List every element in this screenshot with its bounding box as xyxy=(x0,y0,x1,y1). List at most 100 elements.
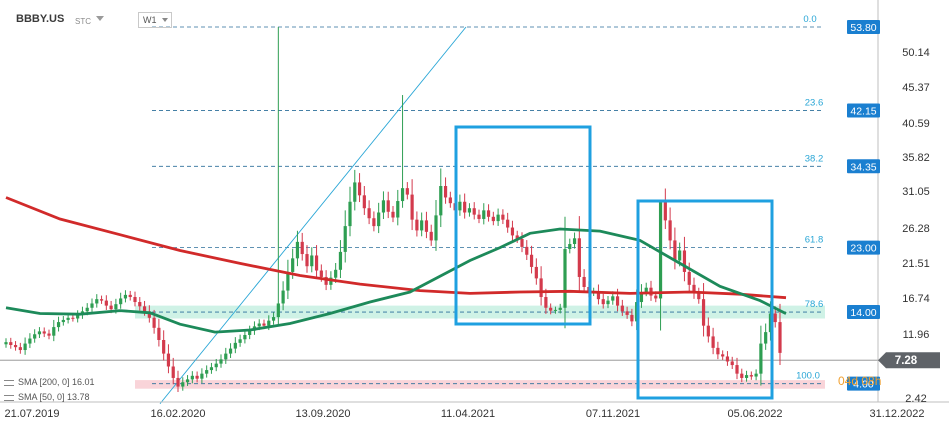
candle-body xyxy=(778,322,782,353)
candle-body xyxy=(644,287,648,293)
candle-body xyxy=(52,327,56,336)
candle-body xyxy=(424,220,429,232)
candle-body xyxy=(205,370,209,374)
candle-body xyxy=(568,244,572,250)
candle-body xyxy=(147,311,151,318)
candle-body xyxy=(396,201,400,218)
candle-body xyxy=(749,375,753,377)
candle-body xyxy=(381,200,386,213)
candle-body xyxy=(525,246,529,255)
x-tick-label: 21.07.2019 xyxy=(4,408,59,420)
fib-price-tag-label: 14.00 xyxy=(850,307,876,319)
legend-sma50[interactable]: SMA [50, 0] 13.78 xyxy=(4,392,90,402)
fib-price-tag-label: 34.35 xyxy=(850,161,876,173)
candle-body xyxy=(463,201,467,213)
candle-body xyxy=(611,296,615,301)
candle-body xyxy=(4,342,8,345)
candle-body xyxy=(429,231,433,241)
candle-body xyxy=(377,212,381,227)
candle-body xyxy=(701,299,706,326)
y-tick-label: 50.14 xyxy=(902,47,930,59)
candle-body xyxy=(138,302,142,307)
candle-body xyxy=(123,294,128,299)
candle-body xyxy=(410,194,414,220)
stc-label: STC xyxy=(75,17,91,26)
candle-body xyxy=(243,334,247,340)
candle-body xyxy=(334,269,338,278)
candle-body xyxy=(506,219,510,228)
candle-body xyxy=(104,300,108,306)
candle-body xyxy=(23,343,27,351)
fib-price-tag xyxy=(847,103,880,118)
fib-level-label: 0.0 xyxy=(803,14,816,25)
y-tick-label: 35.82 xyxy=(902,152,930,164)
current-price-tag[interactable] xyxy=(878,352,940,369)
candle-body xyxy=(305,254,309,267)
candle-body xyxy=(515,235,519,240)
candle-body xyxy=(291,258,295,272)
candle-body xyxy=(458,201,462,211)
candle-body xyxy=(678,250,682,261)
countdown-label: 04d 08h xyxy=(838,374,882,388)
fib-level-label: 38.2 xyxy=(805,153,824,164)
highlight-box xyxy=(636,199,774,400)
candle-body xyxy=(47,333,51,336)
candle-body xyxy=(558,307,562,310)
candle-body xyxy=(486,210,491,217)
candle-body xyxy=(582,276,586,287)
fib-price-tag xyxy=(847,376,880,391)
candle-body xyxy=(152,317,156,328)
legend-sma200[interactable]: SMA [200, 0] 16.01 xyxy=(4,377,95,387)
candle-body xyxy=(338,251,343,270)
candle-body xyxy=(195,375,199,379)
candle-body xyxy=(400,188,405,202)
x-tick-label: 16.02.2020 xyxy=(150,408,205,420)
timeframe-select[interactable]: W1 xyxy=(138,12,172,28)
candle-body xyxy=(682,250,687,272)
candle-body xyxy=(295,241,300,259)
candle-body xyxy=(109,305,113,310)
fib-price-tag xyxy=(847,20,880,34)
candle-body xyxy=(577,238,581,277)
fib-price-tag-label: 53.80 xyxy=(850,22,876,34)
candle-body xyxy=(367,208,371,219)
candle-body xyxy=(233,342,237,349)
candle-body xyxy=(219,359,223,364)
symbol-label[interactable]: BBBY.US xyxy=(16,13,65,25)
highlight-box xyxy=(454,125,592,326)
candle-body xyxy=(520,239,524,247)
candle-body xyxy=(615,296,620,306)
candle-body xyxy=(281,290,285,304)
candle-body xyxy=(630,314,634,322)
candle-body xyxy=(759,343,763,374)
candle-body xyxy=(472,208,476,215)
candle-body xyxy=(668,220,672,241)
y-tick-label: 2.42 xyxy=(905,393,926,405)
candle-body xyxy=(467,208,472,213)
candle-body xyxy=(725,356,730,362)
candle-body xyxy=(572,238,577,245)
x-tick-label: 07.11.2021 xyxy=(586,408,640,420)
candle-body xyxy=(257,323,261,327)
candle-body xyxy=(61,319,65,323)
candle-body xyxy=(420,220,424,231)
candle-body xyxy=(181,382,185,387)
candle-body xyxy=(9,342,13,346)
candle-body xyxy=(663,201,667,221)
candle-body xyxy=(673,240,677,261)
candle-body xyxy=(553,309,558,311)
candle-body xyxy=(348,201,352,227)
candle-body xyxy=(477,214,481,219)
sma200-line xyxy=(5,196,787,300)
candle-body xyxy=(33,334,37,339)
candle-body xyxy=(343,226,347,252)
candle-body xyxy=(639,292,644,303)
candle-body xyxy=(596,291,601,300)
candle-body xyxy=(271,317,276,321)
chevron-down-icon[interactable] xyxy=(96,16,104,21)
candle-body xyxy=(28,338,32,344)
candle-body xyxy=(740,373,744,378)
trendline xyxy=(159,26,467,405)
candle-body xyxy=(171,366,175,378)
